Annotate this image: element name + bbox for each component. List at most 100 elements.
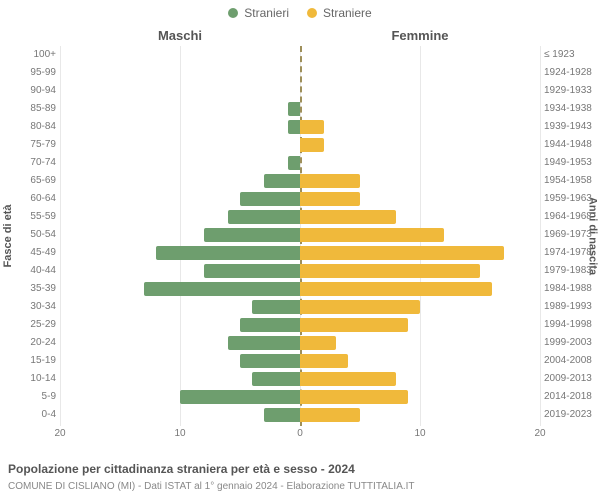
y-tick-year: 1944-1948 <box>544 136 600 154</box>
legend: Stranieri Straniere <box>0 6 600 20</box>
y-tick-age: 85-89 <box>0 100 56 118</box>
bar-male <box>240 318 300 332</box>
legend-label: Straniere <box>323 6 372 20</box>
y-tick-year: 1999-2003 <box>544 334 600 352</box>
bar-male <box>252 300 300 314</box>
bar-female <box>300 228 444 242</box>
pyramid-row <box>60 334 540 352</box>
bar-male <box>264 408 300 422</box>
bar-male <box>252 372 300 386</box>
y-tick-year: 1954-1958 <box>544 172 600 190</box>
y-tick-year: 2009-2013 <box>544 370 600 388</box>
y-tick-year: 1949-1953 <box>544 154 600 172</box>
y-tick-year: 1934-1938 <box>544 100 600 118</box>
y-tick-year: ≤ 1923 <box>544 46 600 64</box>
bar-male <box>180 390 300 404</box>
legend-item: Stranieri <box>228 6 289 20</box>
pyramid-row <box>60 226 540 244</box>
population-pyramid-chart: StranieriStraniere Maschi Femmine Fasce … <box>0 0 600 500</box>
pyramid-row <box>60 100 540 118</box>
bar-male <box>264 174 300 188</box>
bar-female <box>300 138 324 152</box>
y-tick-year: 2019-2023 <box>544 406 600 424</box>
y-tick-age: 40-44 <box>0 262 56 280</box>
y-tick-age: 80-84 <box>0 118 56 136</box>
bar-female <box>300 336 336 350</box>
y-tick-age: 90-94 <box>0 82 56 100</box>
y-tick-age: 0-4 <box>0 406 56 424</box>
bar-male <box>288 156 300 170</box>
legend-swatch <box>307 8 317 18</box>
bar-female <box>300 390 408 404</box>
y-tick-age: 10-14 <box>0 370 56 388</box>
legend-swatch <box>228 8 238 18</box>
y-tick-year: 1994-1998 <box>544 316 600 334</box>
bar-female <box>300 318 408 332</box>
y-tick-year: 1924-1928 <box>544 64 600 82</box>
bar-female <box>300 192 360 206</box>
pyramid-row <box>60 64 540 82</box>
y-tick-year: 1929-1933 <box>544 82 600 100</box>
bar-male <box>228 336 300 350</box>
grid-line <box>540 46 541 426</box>
bar-male <box>288 102 300 116</box>
y-tick-year: 1939-1943 <box>544 118 600 136</box>
y-tick-age: 5-9 <box>0 388 56 406</box>
y-tick-age: 100+ <box>0 46 56 64</box>
pyramid-row <box>60 370 540 388</box>
y-tick-age: 25-29 <box>0 316 56 334</box>
bar-female <box>300 408 360 422</box>
x-tick-label: 20 <box>54 428 65 439</box>
bar-male <box>204 228 300 242</box>
chart-source: COMUNE DI CISLIANO (MI) - Dati ISTAT al … <box>8 481 415 492</box>
bar-male <box>240 354 300 368</box>
y-tick-age: 65-69 <box>0 172 56 190</box>
y-tick-year: 1959-1963 <box>544 190 600 208</box>
bar-female <box>300 372 396 386</box>
bar-male <box>288 120 300 134</box>
pyramid-row <box>60 154 540 172</box>
pyramid-row <box>60 208 540 226</box>
bar-female <box>300 246 504 260</box>
legend-item: Straniere <box>307 6 372 20</box>
pyramid-row <box>60 118 540 136</box>
bar-female <box>300 282 492 296</box>
pyramid-row <box>60 352 540 370</box>
bar-female <box>300 264 480 278</box>
pyramid-row <box>60 316 540 334</box>
y-tick-age: 70-74 <box>0 154 56 172</box>
y-tick-age: 60-64 <box>0 190 56 208</box>
x-tick-label: 20 <box>534 428 545 439</box>
pyramid-row <box>60 280 540 298</box>
column-header-female: Femmine <box>300 28 540 43</box>
pyramid-row <box>60 406 540 424</box>
y-tick-age: 20-24 <box>0 334 56 352</box>
bar-female <box>300 120 324 134</box>
bar-male <box>144 282 300 296</box>
pyramid-row <box>60 82 540 100</box>
y-tick-year: 1974-1978 <box>544 244 600 262</box>
chart-title: Popolazione per cittadinanza straniera p… <box>8 462 355 476</box>
y-tick-year: 1964-1968 <box>544 208 600 226</box>
y-tick-year: 1984-1988 <box>544 280 600 298</box>
pyramid-row <box>60 46 540 64</box>
pyramid-row <box>60 172 540 190</box>
x-tick-label: 10 <box>174 428 185 439</box>
y-tick-age: 45-49 <box>0 244 56 262</box>
y-tick-age: 75-79 <box>0 136 56 154</box>
pyramid-row <box>60 298 540 316</box>
pyramid-row <box>60 136 540 154</box>
y-tick-year: 1989-1993 <box>544 298 600 316</box>
bar-female <box>300 174 360 188</box>
y-tick-age: 30-34 <box>0 298 56 316</box>
y-tick-year: 2004-2008 <box>544 352 600 370</box>
y-tick-age: 15-19 <box>0 352 56 370</box>
x-tick-label: 10 <box>414 428 425 439</box>
bar-female <box>300 354 348 368</box>
pyramid-row <box>60 262 540 280</box>
legend-label: Stranieri <box>244 6 289 20</box>
plot-area <box>60 46 540 426</box>
pyramid-row <box>60 388 540 406</box>
y-tick-age: 55-59 <box>0 208 56 226</box>
bar-male <box>240 192 300 206</box>
